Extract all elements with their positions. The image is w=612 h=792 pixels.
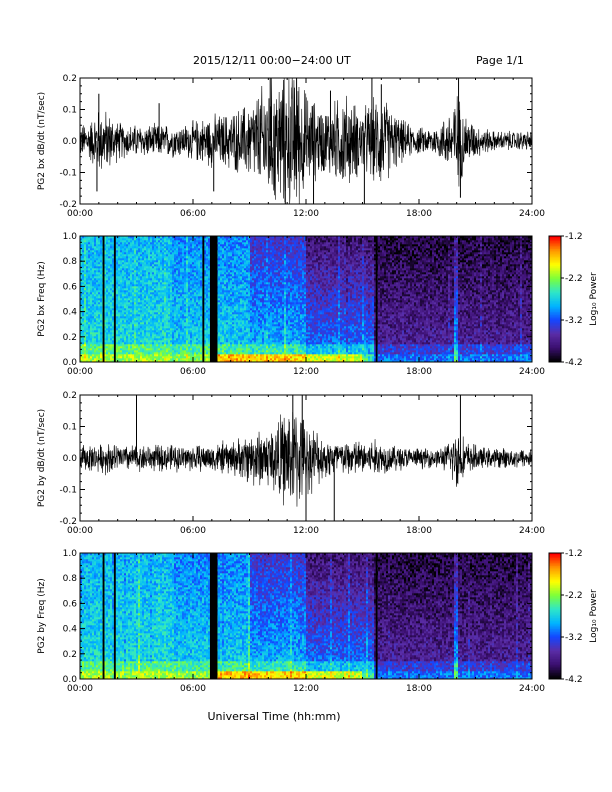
y-tick-label: 0.2	[63, 74, 77, 84]
x-tick-label: 12:00	[293, 367, 319, 377]
y-tick-label: 0.6	[63, 599, 78, 609]
x-tick-label: 24:00	[519, 367, 545, 377]
spectrogram-cells	[80, 236, 532, 362]
colorbar-tick-label: -2.2	[565, 274, 583, 284]
y-tick-label: 1.0	[63, 549, 78, 559]
y-tick-label: 0.1	[63, 106, 77, 116]
figure-title: 2015/12/11 00:00−24:00 UT	[193, 54, 351, 67]
colorbar-tick-label: -4.2	[565, 358, 583, 368]
x-tick-label: 06:00	[180, 684, 206, 694]
x-tick-label: 12:00	[293, 684, 319, 694]
y-tick-label: 0.4	[63, 625, 78, 635]
data-gap-bar	[376, 236, 378, 362]
x-tick-label: 24:00	[519, 209, 545, 219]
y-tick-label: -0.1	[59, 169, 77, 179]
y-axis-label: PG2 bx Freq (Hz)	[37, 261, 47, 337]
dbdt-series-line	[80, 78, 532, 204]
y-tick-label: -0.1	[59, 486, 77, 496]
x-tick-label: 06:00	[180, 209, 206, 219]
x-tick-label: 24:00	[519, 526, 545, 536]
y-axis-label: PG2 by Freq (Hz)	[37, 578, 47, 654]
y-axis-label: PG2 by dB/dt (nT/sec)	[37, 409, 47, 507]
y-tick-label: 0.6	[63, 282, 78, 292]
panel-bx-spectrogram: -1.2 -2.2 -3.2 -4.2 Log₁₀ Power 00:00 06:00 12:…	[37, 232, 599, 377]
x-tick-label: 06:00	[180, 367, 206, 377]
x-tick-label: 06:00	[180, 526, 206, 536]
x-tick-label: 12:00	[293, 526, 319, 536]
x-tick-label: 18:00	[406, 209, 432, 219]
data-gap-bar	[114, 553, 116, 679]
x-tick-label: 18:00	[406, 367, 432, 377]
y-axis-label: PG2 bx dB/dt (nT/sec)	[37, 92, 47, 190]
figure-canvas: 2015/12/11 00:00−24:00 UT Page 1/1 00:00…	[0, 0, 612, 792]
spectrogram-cells	[80, 553, 532, 679]
x-tick-label: 18:00	[406, 684, 432, 694]
x-tick-label: 18:00	[406, 526, 432, 536]
y-tick-label: -0.2	[59, 200, 77, 210]
y-tick-label: 0.2	[63, 650, 77, 660]
colorbar-tick-label: -4.2	[565, 675, 583, 685]
x-tick-label: 00:00	[67, 209, 93, 219]
data-gap-bar	[114, 236, 116, 362]
panel-by-dbdt: 00:00 06:00 12:00 18:00 24:00 -0.2 -0.1 0.0 0.1 0…	[37, 391, 545, 536]
x-tick-label: 00:00	[67, 684, 93, 694]
y-tick-label: 0.8	[63, 574, 78, 584]
x-tick-label: 12:00	[293, 209, 319, 219]
panel-by-spectrogram: -1.2 -2.2 -3.2 -4.2 Log₁₀ Power 00:00 06:00 12:…	[37, 549, 599, 694]
y-tick-label: 0.4	[63, 308, 78, 318]
y-tick-label: -0.2	[59, 517, 77, 527]
data-gap-bar	[103, 553, 105, 679]
data-gap-bar	[210, 553, 218, 679]
colorbar-label: Log₁₀ Power	[589, 272, 599, 326]
data-gap-bar	[202, 236, 204, 362]
y-tick-label: 0.0	[63, 454, 78, 464]
colorbar-tick-label: -2.2	[565, 591, 583, 601]
y-tick-label: 0.2	[63, 333, 77, 343]
data-gap-bar	[103, 236, 105, 362]
colorbar-tick-label: -1.2	[565, 232, 583, 242]
colorbar-tick-label: -3.2	[565, 316, 583, 326]
panel-bx-dbdt: 00:00 06:00 12:00 18:00 24:00 -0.2 -0.1 0.0 0.1 0…	[37, 74, 545, 219]
x-axis-label: Universal Time (hh:mm)	[208, 710, 341, 723]
data-gap-bar	[376, 553, 378, 679]
colorbar-tick-label: -3.2	[565, 633, 583, 643]
y-tick-label: 0.8	[63, 257, 78, 267]
x-tick-label: 24:00	[519, 684, 545, 694]
colorbar-tick-label: -1.2	[565, 549, 583, 559]
data-gap-bar	[210, 236, 218, 362]
page-indicator: Page 1/1	[476, 54, 524, 67]
y-tick-label: 0.1	[63, 423, 77, 433]
y-tick-label: 0.0	[63, 137, 78, 147]
colorbar-label: Log₁₀ Power	[589, 589, 599, 643]
x-tick-label: 00:00	[67, 367, 93, 377]
y-tick-label: 0.0	[63, 675, 78, 685]
y-tick-label: 0.2	[63, 391, 77, 401]
y-tick-label: 0.0	[63, 358, 78, 368]
y-tick-label: 1.0	[63, 232, 78, 242]
x-tick-label: 00:00	[67, 526, 93, 536]
